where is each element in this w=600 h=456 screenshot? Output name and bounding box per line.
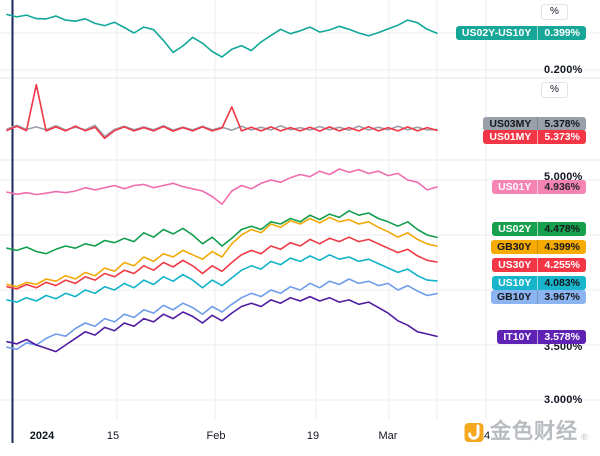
badge-symbol-label: IT10Y — [503, 331, 532, 343]
badge-symbol-label: US01Y — [498, 181, 532, 193]
price-badge-US02Y[interactable]: US02Y 4.478% — [492, 222, 586, 236]
series-line-US01MY — [6, 83, 438, 140]
badge-last-value: 4.083% — [537, 276, 586, 290]
badge-last-value: 5.378% — [537, 117, 586, 131]
badge-last-value: 4.255% — [537, 258, 586, 272]
price-badge-US03MY[interactable]: US03MY 5.378% — [483, 117, 586, 131]
time-tick-label: Feb — [206, 430, 226, 442]
badge-symbol-label: GB30Y — [496, 241, 532, 253]
time-tick-label: Mar — [378, 430, 398, 442]
badge-symbol-label: US10Y — [498, 277, 532, 289]
series-line-US10Y — [6, 254, 438, 303]
series-line-US02Y-US10Y — [6, 13, 438, 58]
badge-last-value: 5.373% — [537, 130, 586, 144]
badge-last-value: 0.399% — [537, 26, 586, 40]
time-tick-label: 14 — [477, 430, 491, 442]
price-badge-US01Y[interactable]: US01Y 4.936% — [492, 180, 586, 194]
time-axis[interactable]: 2024 15 Feb 19 Mar 14 — [0, 417, 600, 456]
badge-last-value: 4.936% — [537, 180, 586, 194]
price-badge-IT10Y[interactable]: IT10Y 3.578% — [497, 330, 586, 344]
series-line-US01Y — [6, 168, 438, 205]
time-tick-label: 15 — [106, 430, 120, 442]
price-badge-US30Y[interactable]: US30Y 4.255% — [492, 258, 586, 272]
badge-symbol-label: US01MY — [489, 131, 532, 143]
price-badge-US02Y-US10Y[interactable]: US02Y-US10Y 0.399% — [455, 26, 586, 40]
price-scale-unit-button[interactable]: % — [541, 4, 568, 20]
price-tick-label: 3.000% — [544, 394, 583, 406]
price-badge-US10Y[interactable]: US10Y 4.083% — [492, 276, 586, 290]
badge-last-value: 3.578% — [537, 330, 586, 344]
badge-symbol-label: US02Y-US10Y — [461, 27, 532, 39]
series-line-US02Y — [6, 210, 438, 255]
badge-last-value: 4.478% — [537, 222, 586, 236]
badge-symbol-label: US02Y — [498, 223, 532, 235]
price-tick-label: 0.200% — [544, 64, 583, 76]
time-tick-label: 2024 — [29, 430, 55, 442]
price-badge-US01MY[interactable]: US01MY 5.373% — [483, 130, 586, 144]
series-line-GB30Y — [6, 216, 438, 288]
series-line-IT10Y — [6, 295, 438, 353]
badge-last-value: 3.967% — [537, 290, 586, 304]
price-badge-GB30Y[interactable]: GB30Y 4.399% — [490, 240, 586, 254]
badge-symbol-label: US30Y — [498, 259, 532, 271]
badge-last-value: 4.399% — [537, 240, 586, 254]
price-tick-label: 3.500% — [544, 341, 583, 353]
price-scale-unit-button[interactable]: % — [541, 82, 568, 98]
price-badge-GB10Y[interactable]: GB10Y 3.967% — [490, 290, 586, 304]
series-line-GB10Y — [6, 278, 438, 351]
badge-symbol-label: US03MY — [489, 118, 532, 130]
time-tick-label: 19 — [306, 430, 320, 442]
series-line-US30Y — [6, 236, 438, 290]
badge-symbol-label: GB10Y — [496, 291, 532, 303]
